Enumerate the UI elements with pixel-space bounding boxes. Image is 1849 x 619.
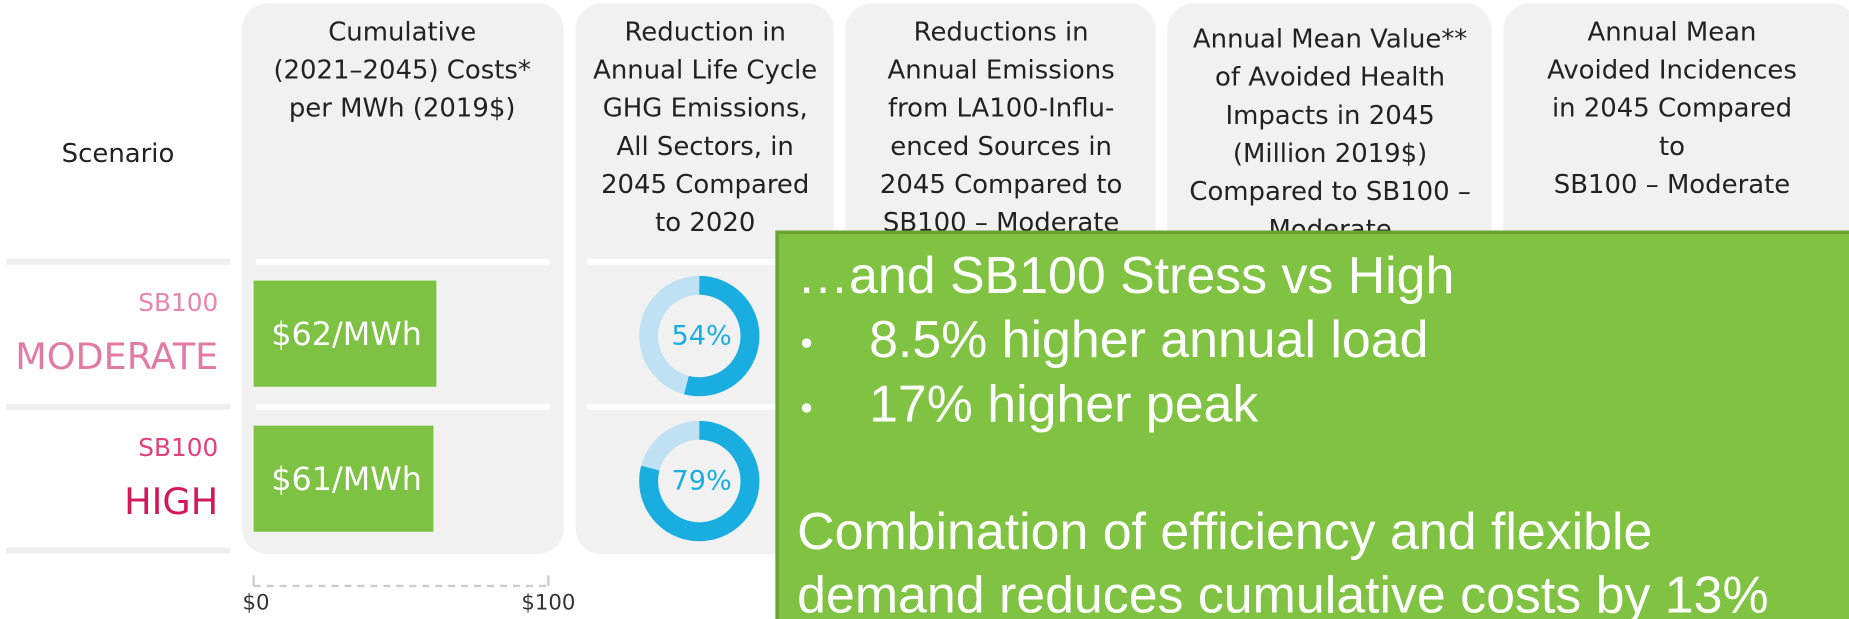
column-header: 2045 Compared to bbox=[880, 170, 1123, 200]
cost-bar bbox=[253, 280, 437, 387]
scenario-tag: SB100 bbox=[138, 433, 218, 462]
column-header: Annual Emissions bbox=[888, 56, 1115, 86]
callout-body: Combination of efficiency and flexible bbox=[797, 502, 1652, 560]
column-header: to 2020 bbox=[655, 208, 755, 238]
callout-body: demand reduces cumulative costs by 13% bbox=[797, 566, 1768, 619]
bullet bbox=[801, 338, 812, 348]
callout-title: …and SB100 Stress vs High bbox=[797, 246, 1454, 304]
column-header: Impacts in 2045 bbox=[1225, 101, 1434, 131]
column-header: Annual Life Cycle bbox=[593, 56, 817, 86]
column-header: from LA100-Influ- bbox=[888, 94, 1114, 124]
axis-label: $0 bbox=[242, 591, 269, 616]
donut-label: 79% bbox=[672, 466, 732, 497]
bullet bbox=[801, 403, 812, 413]
column-header: 2045 Compared bbox=[601, 170, 809, 200]
callout-bullet: 17% higher peak bbox=[869, 375, 1258, 433]
column-header: SB100 – Moderate bbox=[1554, 170, 1790, 200]
scenario-name: HIGH bbox=[124, 480, 218, 523]
column-header: Annual Mean Value** bbox=[1193, 25, 1467, 55]
column-header: (Million 2019$) bbox=[1233, 139, 1427, 169]
scenario-tag: SB100 bbox=[138, 288, 218, 317]
column-header: per MWh (2019$) bbox=[289, 94, 516, 124]
column-header: All Sectors, in bbox=[617, 132, 794, 162]
column-header: of Avoided Health bbox=[1215, 63, 1445, 93]
scenario-name: MODERATE bbox=[15, 335, 218, 378]
callout-box bbox=[775, 230, 1849, 619]
callout-bullet: 8.5% higher annual load bbox=[869, 310, 1428, 368]
row-lines bbox=[6, 258, 822, 554]
donut-arc bbox=[639, 275, 760, 397]
column-header: enced Sources in bbox=[890, 132, 1112, 162]
donut-arc bbox=[639, 420, 760, 542]
column-header: GHG Emissions, bbox=[603, 94, 808, 124]
column-panel bbox=[241, 3, 564, 555]
column-header: (2021–2045) Costs* bbox=[273, 56, 530, 86]
scenario-header: Scenario bbox=[62, 139, 175, 169]
column-header: Reductions in bbox=[914, 18, 1089, 48]
column-header: Annual Mean bbox=[1588, 18, 1757, 48]
column-header: Reduction in bbox=[624, 18, 785, 48]
column-header: Compared to SB100 – bbox=[1189, 177, 1470, 207]
donut-label: 54% bbox=[672, 321, 732, 352]
cost-bar bbox=[253, 425, 434, 532]
column-header: Avoided Incidences bbox=[1547, 56, 1797, 86]
column-header: to bbox=[1659, 132, 1685, 162]
axis-label: $100 bbox=[521, 591, 575, 616]
cost-label: $62/MWh bbox=[271, 315, 422, 353]
column-header: Cumulative bbox=[328, 18, 476, 48]
column-header: in 2045 Compared bbox=[1552, 94, 1792, 124]
cost-label: $61/MWh bbox=[271, 460, 422, 498]
